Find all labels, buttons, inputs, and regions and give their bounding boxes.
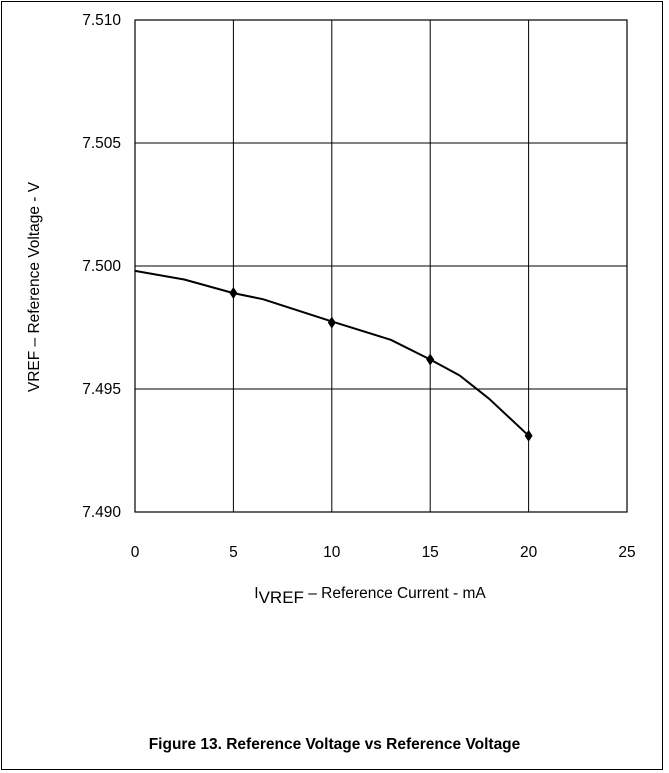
x-axis-label-main: I [254, 585, 258, 602]
data-point-0-2 [426, 353, 435, 366]
y-tick-label-3: 7.505 [82, 135, 121, 152]
x-axis-label-subscript: VREF [259, 588, 304, 607]
chart-grid [134, 19, 628, 513]
x-tick-label-0: 0 [131, 544, 140, 561]
data-point-0-1 [327, 316, 336, 329]
x-tick-label-5: 25 [618, 544, 635, 561]
x-tick-label-1: 5 [229, 544, 238, 561]
x-axis-label-rest: – Reference Current - mA [304, 585, 486, 602]
y-tick-label-4: 7.510 [82, 12, 121, 29]
x-tick-label-2: 10 [323, 544, 341, 561]
data-point-0-3 [524, 429, 533, 442]
plot-border [134, 19, 628, 513]
y-axis-label: VREF – Reference Voltage - V [26, 181, 43, 392]
x-tick-label-3: 15 [422, 544, 439, 561]
y-tick-label-0: 7.490 [82, 504, 121, 521]
y-tick-label-1: 7.495 [82, 381, 121, 398]
y-tick-label-2: 7.500 [82, 258, 121, 275]
series-line-0 [134, 269, 530, 437]
y-axis-ticks: 7.490 7.495 7.500 7.505 7.510 [82, 12, 121, 521]
chart-plot-area [134, 269, 533, 442]
x-tick-label-4: 20 [520, 544, 538, 561]
x-axis-ticks: 0 5 10 15 20 25 [131, 544, 636, 561]
figure-caption: Figure 13. Reference Voltage vs Referenc… [148, 736, 521, 753]
x-axis-label: IVREF – Reference Current - mA [254, 585, 486, 607]
data-point-0-0 [229, 287, 238, 300]
